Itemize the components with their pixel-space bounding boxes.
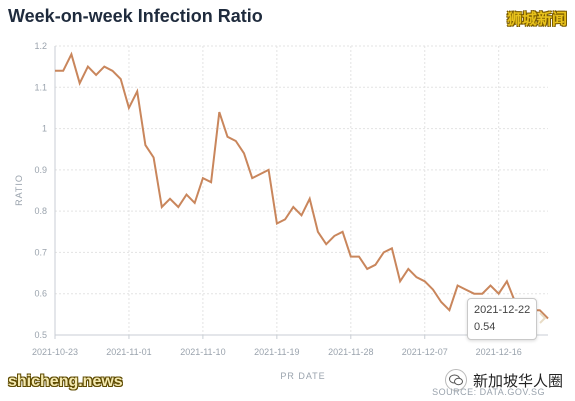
watermark-logo-top: 狮城新闻 <box>506 10 567 28</box>
y-tick-label: 1.1 <box>34 82 47 92</box>
y-tick-label: 0.6 <box>34 289 47 299</box>
y-tick-label: 1 <box>42 124 47 134</box>
tick-labels: 0.5 0.6 0.7 0.8 0.9 1 1.1 1.2 2021-10-23 2021-11-… <box>32 41 522 357</box>
axes <box>54 46 548 339</box>
tooltip-value: 0.54 <box>474 321 496 333</box>
grid-lines <box>54 45 548 336</box>
wechat-icon <box>444 369 467 391</box>
x-tick-label: 2021-11-19 <box>254 347 299 357</box>
x-tick-label: 2021-11-10 <box>180 347 225 357</box>
y-tick-label: 0.9 <box>34 165 47 175</box>
y-axis-label: RATIO <box>14 174 24 206</box>
y-tick-label: 1.2 <box>34 41 47 51</box>
chart-title: Week-on-week Infection Ratio <box>8 6 263 26</box>
y-tick-label: 0.7 <box>34 247 47 257</box>
series-line[interactable] <box>55 51 549 320</box>
wechat-account-mark: 新加坡华人圈 <box>444 369 563 391</box>
y-tick-label: 0.5 <box>34 330 47 340</box>
tooltip-date: 2021-12-22 <box>474 304 531 316</box>
x-tick-label: 2021-12-16 <box>476 347 522 357</box>
x-tick-label: 2021-12-07 <box>402 347 448 357</box>
x-axis-label: PR DATE <box>280 371 325 381</box>
scroll-handle[interactable] <box>539 312 547 324</box>
source-label: SOURCE: DATA.GOV.SG <box>432 387 545 397</box>
hover-tooltip: 2021-12-22 0.54 <box>467 298 538 340</box>
wechat-account-name: 新加坡华人圈 <box>472 371 563 390</box>
y-tick-label: 0.8 <box>34 206 47 216</box>
x-tick-label: 2021-10-23 <box>32 347 78 357</box>
x-tick-label: 2021-11-01 <box>106 347 151 357</box>
x-tick-label: 2021-11-28 <box>328 347 373 357</box>
watermark-site: shicheng.news <box>8 373 123 390</box>
